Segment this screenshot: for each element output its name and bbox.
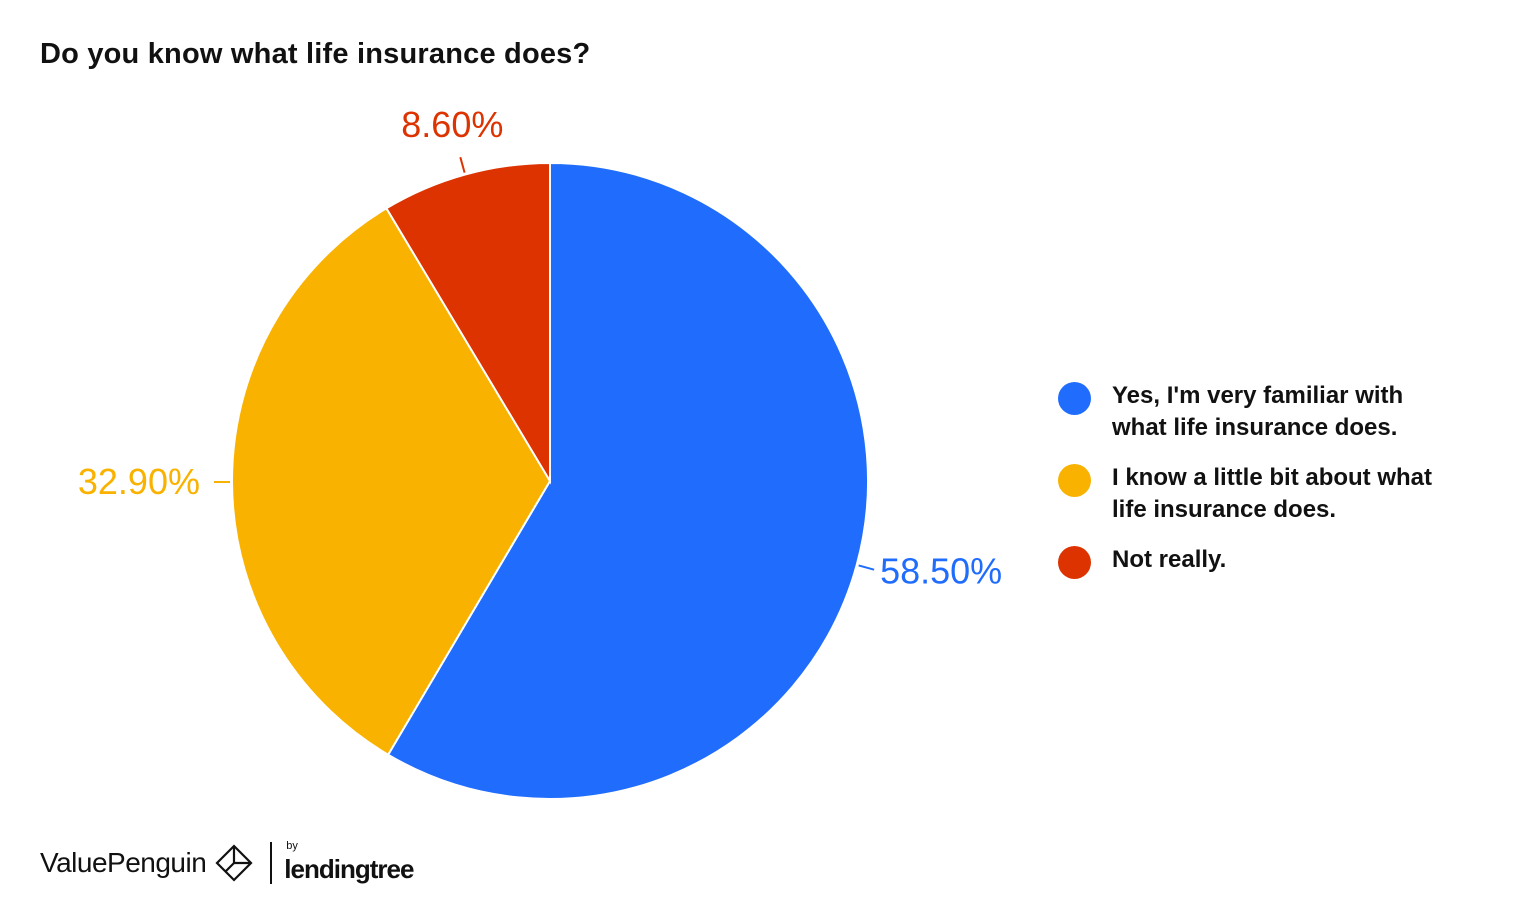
slice-value-label: 32.90%	[78, 461, 200, 502]
legend-label: Not really.	[1112, 546, 1227, 573]
slice-value-label: 8.60%	[401, 104, 503, 145]
legend-item-yes: Yes, I'm very familiar with what life in…	[1058, 380, 1478, 444]
footer-branding: ValuePenguin by lendingtree	[40, 838, 414, 888]
lendingtree-name: lendingtree	[284, 853, 414, 884]
chart-title: Do you know what life insurance does?	[40, 38, 591, 70]
pie-slices	[231, 161, 869, 800]
leader-line	[858, 564, 875, 571]
pie-slice	[231, 206, 552, 757]
footer-divider	[270, 842, 273, 884]
pie-slice	[386, 161, 869, 800]
legend-label: Yes, I'm very familiar with what life in…	[1112, 382, 1404, 441]
leader-line	[459, 156, 466, 173]
legend-item-little: I know a little bit about what life insu…	[1058, 462, 1478, 526]
legend-dot-icon	[1058, 464, 1091, 497]
legend-dot-icon	[1058, 546, 1091, 579]
lendingtree-logo: by lendingtree	[284, 839, 414, 885]
valuepenguin-logo-text: ValuePenguin	[40, 847, 207, 878]
legend-item-not-really: Not really.	[1058, 544, 1478, 579]
pie-slice	[385, 161, 551, 485]
legend: Yes, I'm very familiar with what life in…	[1058, 380, 1478, 597]
slice-value-label: 58.50%	[880, 551, 1002, 592]
pie-labels: 58.50% 32.90% 8.60%	[78, 104, 1002, 591]
legend-dot-icon	[1058, 382, 1091, 415]
lendingtree-by: by	[286, 839, 298, 852]
legend-label: I know a little bit about what life insu…	[1112, 464, 1433, 523]
valuepenguin-diamond-icon	[215, 844, 253, 882]
